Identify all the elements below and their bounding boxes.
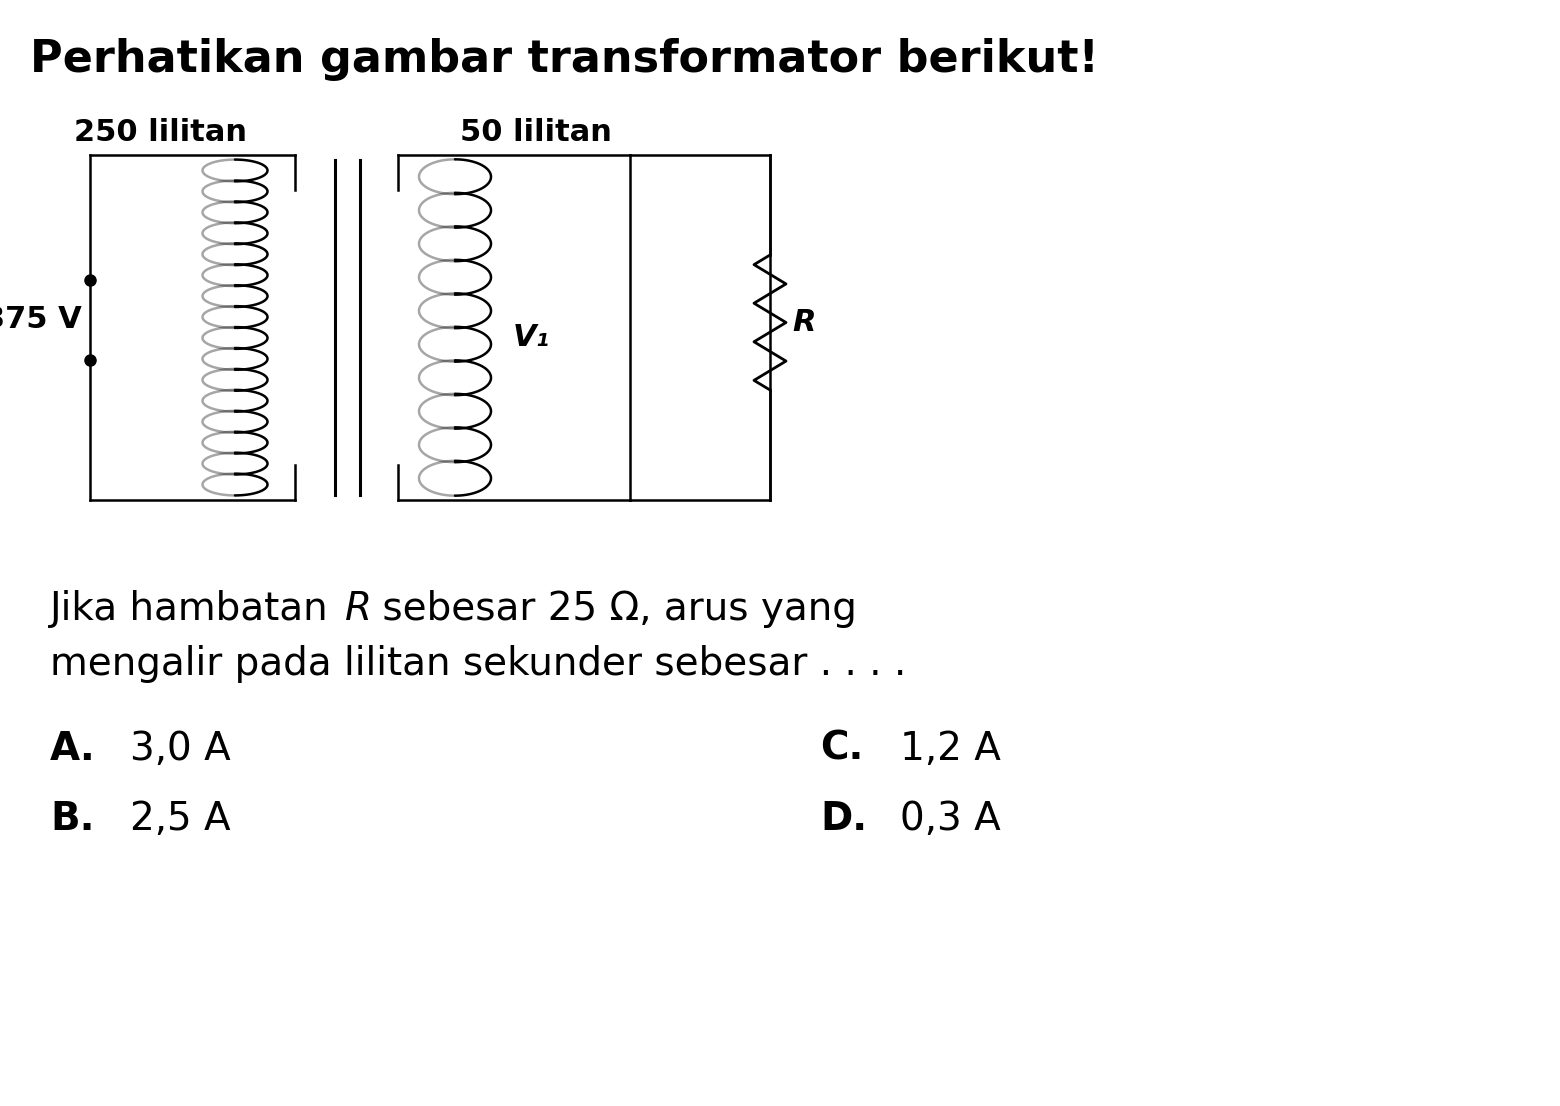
Text: 250 lilitan: 250 lilitan	[73, 118, 246, 147]
Text: 2,5 A: 2,5 A	[129, 800, 231, 838]
Text: 375 V: 375 V	[0, 305, 83, 334]
Text: 3,0 A: 3,0 A	[129, 730, 231, 768]
Text: B.: B.	[50, 800, 95, 838]
Text: mengalir pada lilitan sekunder sebesar . . . .: mengalir pada lilitan sekunder sebesar .…	[50, 645, 906, 684]
Text: C.: C.	[821, 730, 863, 768]
Text: sebesar 25 Ω, arus yang: sebesar 25 Ω, arus yang	[370, 589, 856, 628]
Text: V₁: V₁	[513, 323, 551, 352]
Text: Jika hambatan: Jika hambatan	[50, 589, 342, 628]
Text: 50 lilitan: 50 lilitan	[460, 118, 612, 147]
Text: A.: A.	[50, 730, 95, 768]
Text: R: R	[792, 307, 816, 337]
Text: R: R	[345, 589, 371, 628]
Text: Perhatikan gambar transformator berikut!: Perhatikan gambar transformator berikut!	[30, 38, 1098, 81]
Text: D.: D.	[821, 800, 867, 838]
Text: 0,3 A: 0,3 A	[900, 800, 1002, 838]
Text: 1,2 A: 1,2 A	[900, 730, 1002, 768]
